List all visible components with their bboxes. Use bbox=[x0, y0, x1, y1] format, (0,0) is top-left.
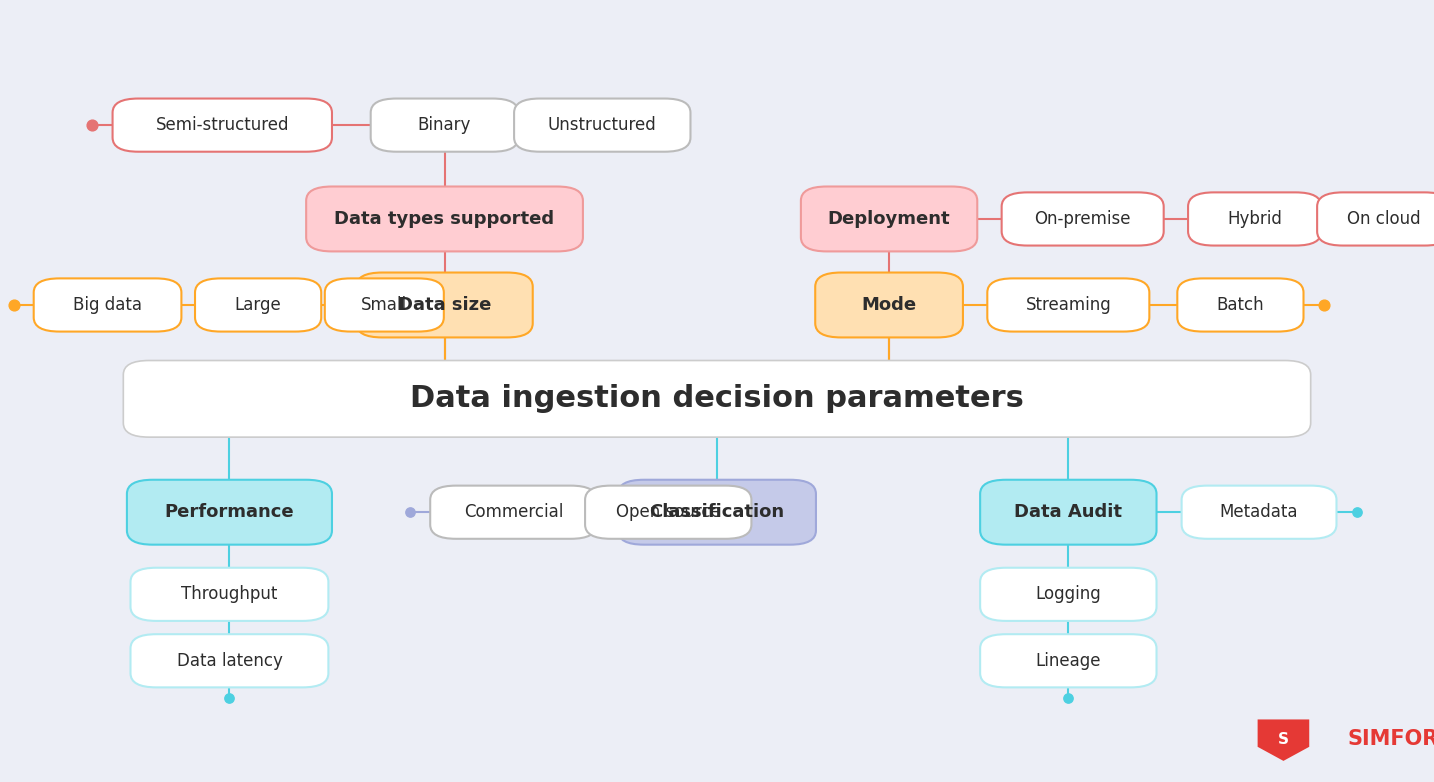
FancyBboxPatch shape bbox=[130, 568, 328, 621]
Text: Data size: Data size bbox=[397, 296, 492, 314]
Text: Large: Large bbox=[235, 296, 281, 314]
FancyBboxPatch shape bbox=[126, 480, 331, 544]
FancyBboxPatch shape bbox=[981, 480, 1156, 544]
Point bbox=[1057, 692, 1080, 705]
Text: Data latency: Data latency bbox=[176, 651, 282, 670]
FancyBboxPatch shape bbox=[981, 568, 1156, 621]
FancyBboxPatch shape bbox=[987, 278, 1149, 332]
FancyBboxPatch shape bbox=[981, 634, 1156, 687]
Text: On cloud: On cloud bbox=[1347, 210, 1421, 228]
Text: On-premise: On-premise bbox=[1034, 210, 1131, 228]
Text: Unstructured: Unstructured bbox=[548, 116, 657, 135]
Text: Data Audit: Data Audit bbox=[1014, 503, 1123, 522]
Text: Binary: Binary bbox=[417, 116, 472, 135]
FancyBboxPatch shape bbox=[324, 278, 445, 332]
Text: Big data: Big data bbox=[73, 296, 142, 314]
Point bbox=[1, 299, 24, 311]
Text: Commercial: Commercial bbox=[463, 503, 564, 522]
FancyBboxPatch shape bbox=[370, 99, 519, 152]
FancyBboxPatch shape bbox=[130, 634, 328, 687]
FancyBboxPatch shape bbox=[1182, 486, 1336, 539]
FancyBboxPatch shape bbox=[800, 187, 978, 252]
Text: Logging: Logging bbox=[1035, 585, 1101, 604]
FancyBboxPatch shape bbox=[430, 486, 597, 539]
Point bbox=[80, 119, 105, 131]
FancyBboxPatch shape bbox=[307, 187, 582, 252]
FancyBboxPatch shape bbox=[618, 480, 816, 544]
Point bbox=[1345, 506, 1368, 518]
Text: Lineage: Lineage bbox=[1035, 651, 1101, 670]
Text: Small: Small bbox=[361, 296, 407, 314]
FancyBboxPatch shape bbox=[815, 273, 962, 338]
Text: Data types supported: Data types supported bbox=[334, 210, 555, 228]
Text: Hybrid: Hybrid bbox=[1228, 210, 1282, 228]
Text: Classification: Classification bbox=[650, 503, 784, 522]
Text: Metadata: Metadata bbox=[1220, 503, 1298, 522]
FancyBboxPatch shape bbox=[1187, 192, 1322, 246]
Point bbox=[218, 692, 241, 705]
FancyBboxPatch shape bbox=[33, 278, 181, 332]
Text: Data ingestion decision parameters: Data ingestion decision parameters bbox=[410, 384, 1024, 414]
Text: Performance: Performance bbox=[165, 503, 294, 522]
Text: S: S bbox=[1278, 732, 1289, 748]
FancyBboxPatch shape bbox=[513, 99, 691, 152]
Text: Batch: Batch bbox=[1216, 296, 1265, 314]
FancyBboxPatch shape bbox=[123, 361, 1311, 437]
Text: SIMFORM: SIMFORM bbox=[1348, 729, 1434, 749]
Text: Streaming: Streaming bbox=[1025, 296, 1111, 314]
Text: Deployment: Deployment bbox=[827, 210, 951, 228]
FancyBboxPatch shape bbox=[1316, 192, 1434, 246]
Point bbox=[399, 506, 422, 518]
Text: Mode: Mode bbox=[862, 296, 916, 314]
Point bbox=[1312, 299, 1335, 311]
FancyBboxPatch shape bbox=[585, 486, 751, 539]
Text: Semi-structured: Semi-structured bbox=[155, 116, 290, 135]
FancyBboxPatch shape bbox=[1177, 278, 1304, 332]
Text: Open source: Open source bbox=[615, 503, 721, 522]
FancyBboxPatch shape bbox=[1001, 192, 1164, 246]
FancyBboxPatch shape bbox=[195, 278, 321, 332]
Text: Throughput: Throughput bbox=[181, 585, 278, 604]
FancyBboxPatch shape bbox=[356, 273, 533, 338]
Polygon shape bbox=[1258, 719, 1309, 761]
FancyBboxPatch shape bbox=[112, 99, 331, 152]
